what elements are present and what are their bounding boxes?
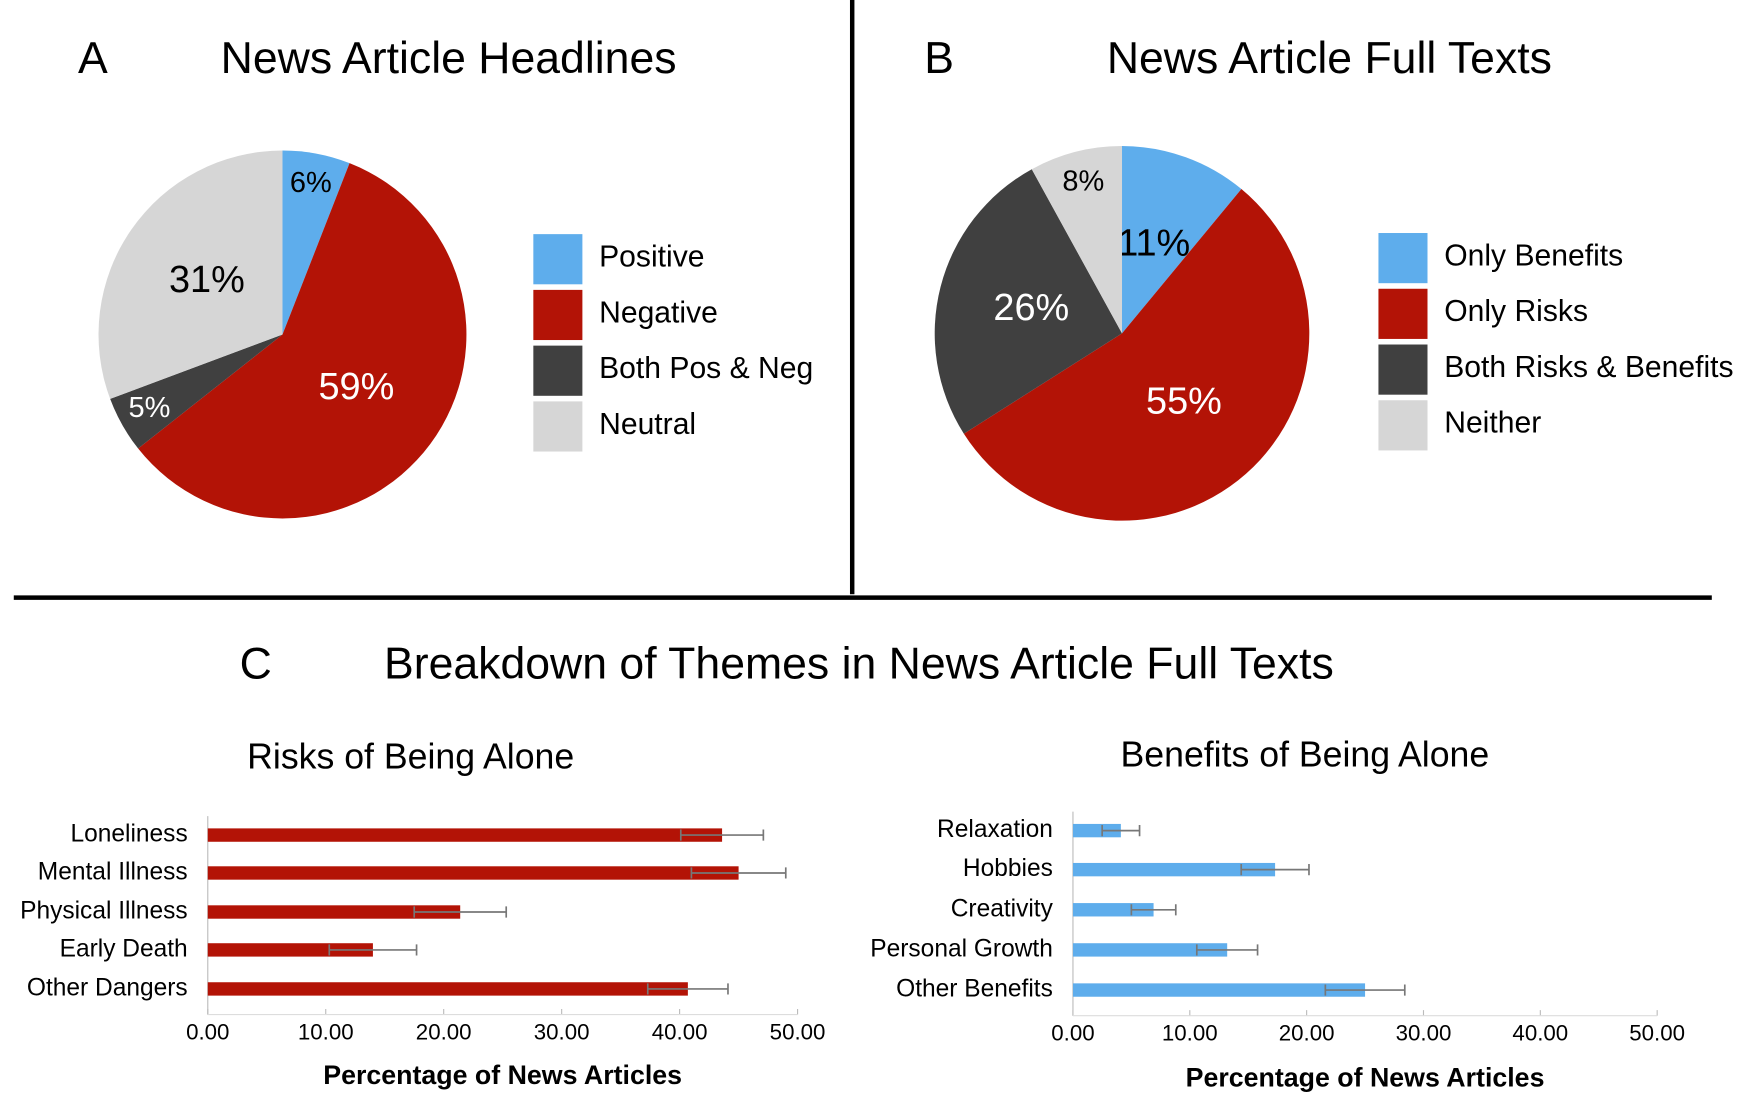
pie-slice — [963, 189, 1310, 521]
panel-label: A — [78, 34, 108, 83]
x-axis-label: Percentage of News Articles — [323, 1060, 682, 1090]
chart-title: News Article Full Texts — [1107, 34, 1552, 83]
x-tick-label: 50.00 — [1629, 1021, 1685, 1046]
legend-label: Only Risks — [1444, 295, 1588, 328]
legend-swatch — [1378, 288, 1428, 339]
bar — [207, 943, 373, 957]
legend-swatch — [533, 234, 583, 285]
y-tick-label: Personal Growth — [870, 935, 1053, 962]
y-tick-label: Early Death — [60, 935, 188, 962]
x-tick-label: 10.00 — [1162, 1021, 1218, 1046]
x-tick-label: 30.00 — [1396, 1021, 1452, 1046]
legend-label: Both Risks & Benefits — [1444, 351, 1733, 384]
x-tick-label: 10.00 — [298, 1019, 354, 1044]
legend-swatch — [1378, 233, 1428, 284]
x-tick-label: 0.00 — [1051, 1021, 1094, 1046]
error-bar — [1130, 904, 1177, 916]
y-tick-label: Other Dangers — [27, 974, 188, 1001]
data-label: 11% — [1117, 222, 1190, 264]
y-tick-label: Physical Illness — [20, 897, 188, 924]
y-tick-label: Hobbies — [963, 855, 1053, 882]
data-label: 31% — [169, 259, 245, 301]
pie-slice — [934, 169, 1123, 434]
legend-label: Negative — [599, 296, 718, 329]
x-tick-label: 20.00 — [416, 1019, 472, 1044]
legend-label: Positive — [599, 241, 704, 274]
bar — [207, 866, 739, 880]
legend-swatch — [533, 401, 583, 452]
pie-slice — [1031, 146, 1123, 334]
x-tick-label: 50.00 — [770, 1019, 826, 1044]
legend-swatch — [1378, 400, 1428, 451]
x-tick-label: 40.00 — [1512, 1021, 1568, 1046]
y-tick-label: Mental Illness — [38, 858, 188, 885]
error-bar — [413, 906, 508, 918]
legend-swatch — [1378, 344, 1428, 395]
x-tick-label: 40.00 — [652, 1019, 708, 1044]
chart-title: Risks of Being Alone — [247, 737, 574, 777]
y-tick-label: Other Benefits — [896, 976, 1053, 1003]
pie-slice — [110, 334, 283, 449]
bar — [1072, 943, 1228, 957]
error-bar — [690, 867, 787, 879]
section-title: Breakdown of Themes in News Article Full… — [384, 640, 1334, 689]
pie-slice — [98, 150, 283, 399]
x-tick-label: 20.00 — [1279, 1021, 1335, 1046]
data-label: 55% — [1146, 381, 1222, 423]
x-tick-label: 0.00 — [186, 1019, 229, 1044]
data-label: 26% — [993, 287, 1069, 329]
error-bar — [1195, 944, 1259, 956]
x-axis-label: Percentage of News Articles — [1186, 1062, 1545, 1092]
error-bar — [1240, 864, 1310, 876]
legend-label: Only Benefits — [1444, 239, 1623, 272]
chart-title: Benefits of Being Alone — [1120, 734, 1489, 774]
error-bar — [679, 829, 765, 841]
error-bar — [1101, 825, 1141, 837]
pie-slice — [1122, 146, 1242, 334]
error-bar — [646, 983, 729, 995]
bar — [1072, 823, 1121, 838]
error-bar — [328, 944, 418, 956]
legend-label: Both Pos & Neg — [599, 352, 813, 385]
data-label: 6% — [290, 167, 332, 199]
bar — [1072, 983, 1366, 997]
error-bar — [1324, 984, 1406, 996]
legend-swatch — [533, 345, 583, 396]
data-label: 5% — [129, 392, 171, 424]
panel-label: C — [240, 640, 272, 689]
x-tick-label: 30.00 — [534, 1019, 590, 1044]
bar — [1072, 903, 1154, 917]
data-label: 8% — [1062, 165, 1104, 197]
bar — [207, 905, 461, 919]
data-label: 59% — [318, 366, 394, 408]
chart-title: News Article Headlines — [221, 34, 677, 83]
legend-label: Neutral — [599, 408, 696, 441]
legend-swatch — [533, 289, 583, 341]
y-tick-label: Loneliness — [70, 821, 187, 848]
bar — [207, 982, 688, 996]
y-tick-label: Creativity — [951, 895, 1054, 922]
y-tick-label: Relaxation — [937, 816, 1053, 843]
pie-slice — [282, 150, 350, 335]
panel-label: B — [924, 34, 954, 83]
pie-slice — [138, 163, 467, 519]
legend-label: Neither — [1444, 407, 1541, 440]
bar — [1072, 862, 1276, 877]
bar — [207, 828, 723, 842]
